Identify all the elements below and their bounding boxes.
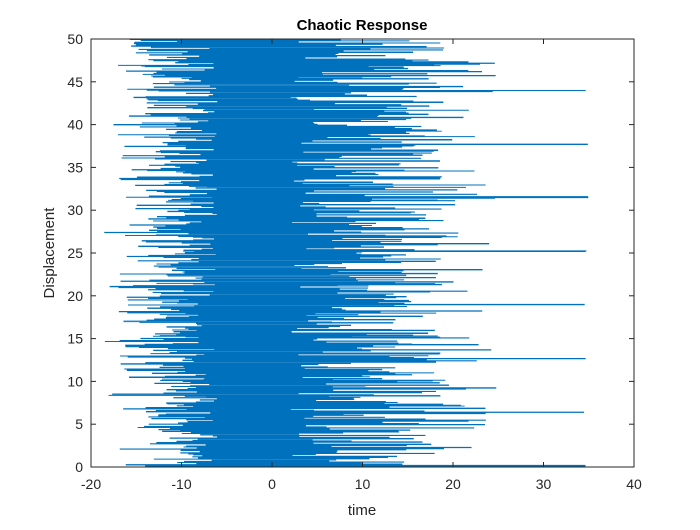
x-tick-label: 10 (355, 476, 371, 492)
y-tick-label: 5 (75, 416, 83, 432)
x-tick-label: 0 (268, 476, 276, 492)
y-tick-label: 35 (67, 159, 83, 175)
x-tick-label: -20 (81, 476, 101, 492)
series-line (104, 38, 589, 467)
y-tick-label: 15 (67, 331, 83, 347)
y-tick-label: 0 (75, 459, 83, 475)
y-tick-label: 45 (67, 74, 83, 90)
x-tick-label: 30 (536, 476, 552, 492)
y-axis-label: Displacement (41, 207, 58, 299)
y-tick-label: 25 (67, 245, 83, 261)
y-tick-label: 50 (67, 31, 83, 47)
x-axis-label: time (348, 502, 376, 519)
y-tick-label: 10 (67, 373, 83, 389)
y-tick-label: 20 (67, 288, 83, 304)
y-tick-label: 30 (67, 202, 83, 218)
chart-title: Chaotic Response (297, 17, 428, 34)
x-tick-label: -10 (171, 476, 191, 492)
data-layer (104, 38, 589, 467)
x-tick-label: 20 (445, 476, 461, 492)
x-tick-label: 40 (626, 476, 642, 492)
y-tick-label: 40 (67, 117, 83, 133)
tick-layer: -20 -10 0 10 20 30 40 0 5 10 15 20 25 30 35 40 45 50 (67, 31, 642, 492)
